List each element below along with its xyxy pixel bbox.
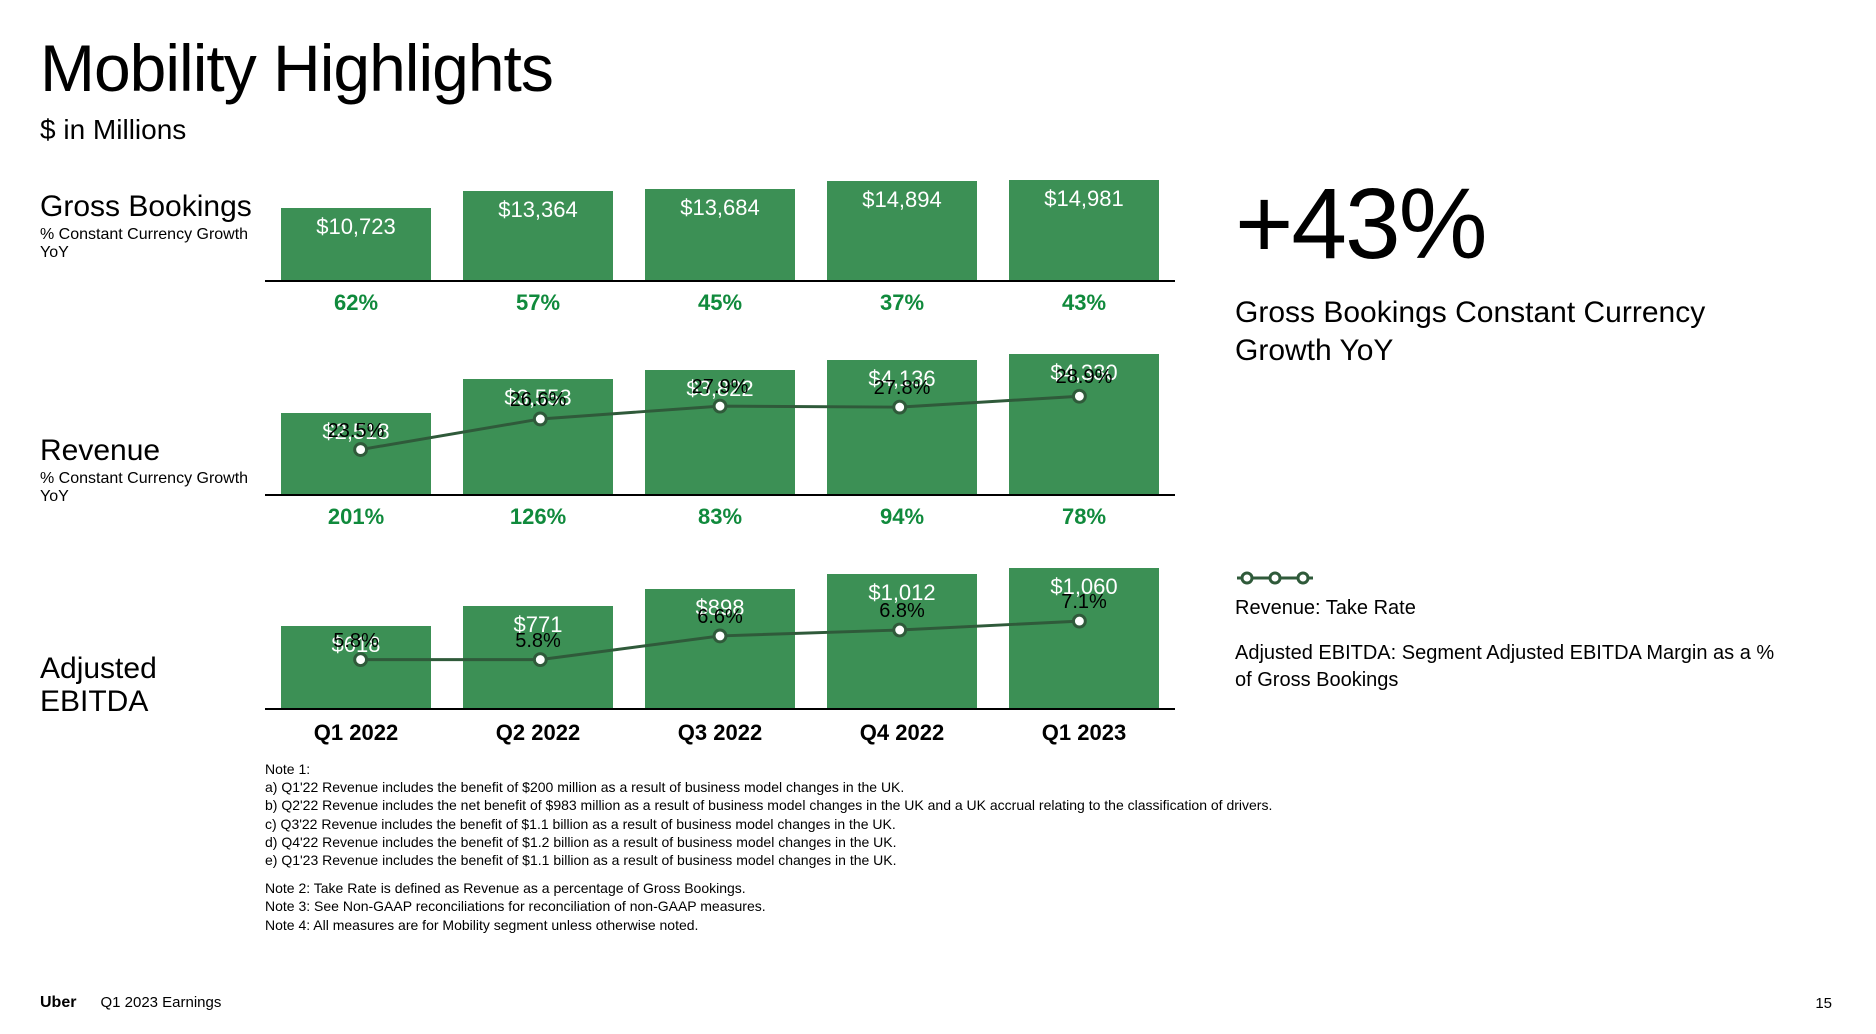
growth-value: 62% [265,290,447,316]
right-column: +43% Gross Bookings Constant Currency Gr… [1235,164,1795,746]
x-axis-label: Q1 2023 [993,720,1175,746]
x-axis-label: Q1 2022 [265,720,447,746]
footnotes: Note 1:a) Q1'22 Revenue includes the ben… [265,760,1365,934]
note-line: Note 3: See Non-GAAP reconciliations for… [265,897,1365,915]
footer-label: Q1 2023 Earnings [100,994,221,1011]
line-point-label: 27.8% [874,377,931,400]
bar: $10,723 [281,208,430,280]
legend: Revenue: Take Rate Adjusted EBITDA: Segm… [1235,569,1795,694]
panel-revenue: Revenue% Constant Currency Growth YoY$2,… [265,338,1175,530]
note-heading: Note 1: [265,760,1365,778]
chart-area: $2,518$3,553$3,822$4,136$4,33023.5%26.6%… [265,338,1175,496]
x-axis-label: Q4 2022 [811,720,993,746]
bar-slot: $14,981 [993,164,1175,280]
page-subtitle: $ in Millions [40,114,1836,146]
panel-label-revenue: Revenue% Constant Currency Growth YoY [40,434,255,507]
bar: $14,894 [827,181,976,280]
metric-name: Revenue [40,434,255,467]
growth-value: 57% [447,290,629,316]
line-point-label: 6.8% [879,600,925,623]
bar-slot: $13,684 [629,164,811,280]
metric-name: Adjusted EBITDA [40,652,255,718]
bar-slot: $1,060 [993,552,1175,708]
growth-value: 201% [265,504,447,530]
metric-subtitle: % Constant Currency Growth YoY [40,226,255,263]
headline-description: Gross Bookings Constant Currency Growth … [1235,294,1795,369]
bars-row: $2,518$3,553$3,822$4,136$4,330 [265,338,1175,494]
note-line: b) Q2'22 Revenue includes the net benefi… [265,796,1365,814]
bar-slot: $3,553 [447,338,629,494]
x-axis-label: Q3 2022 [629,720,811,746]
slide: Mobility Highlights $ in Millions Gross … [0,0,1876,1034]
line-point-label: 27.9% [692,376,749,399]
x-axis-label: Q2 2022 [447,720,629,746]
line-point-label: 5.8% [515,630,561,653]
content-row: Gross Bookings% Constant Currency Growth… [40,164,1836,746]
bar-slot: $13,364 [447,164,629,280]
bar: $14,981 [1009,180,1158,280]
panel-adjusted-ebitda: Adjusted EBITDA$618$771$898$1,012$1,0605… [265,552,1175,710]
x-axis-row: Q1 2022Q2 2022Q3 2022Q4 2022Q1 2023 [265,710,1175,746]
bar-slot: $898 [629,552,811,708]
panel-gross-bookings: Gross Bookings% Constant Currency Growth… [265,164,1175,316]
line-point-label: 23.5% [328,420,385,443]
note-line: c) Q3'22 Revenue includes the benefit of… [265,815,1365,833]
line-point-label: 28.9% [1056,366,1113,389]
legend-revenue-text: Revenue: Take Rate [1235,595,1795,622]
bar-slot: $4,136 [811,338,993,494]
legend-line-icon [1235,569,1315,587]
page-title: Mobility Highlights [40,30,1836,106]
bar-slot: $1,012 [811,552,993,708]
note-line: Note 4: All measures are for Mobility se… [265,916,1365,934]
metric-name: Gross Bookings [40,190,255,223]
growth-value: 126% [447,504,629,530]
growth-value: 83% [629,504,811,530]
bars-row: $618$771$898$1,012$1,060 [265,552,1175,708]
growth-row: 62%57%45%37%43% [265,282,1175,316]
line-point-label: 5.8% [333,630,379,653]
page-number: 15 [1815,995,1832,1012]
growth-value: 94% [811,504,993,530]
chart-area: $10,723 $13,364 $13,684 $14,894 $14,981 [265,164,1175,282]
bar-slot: $2,518 [265,338,447,494]
growth-value: 37% [811,290,993,316]
panel-label-gross-bookings: Gross Bookings% Constant Currency Growth… [40,190,255,263]
growth-value: 78% [993,504,1175,530]
legend-ebitda-text: Adjusted EBITDA: Segment Adjusted EBITDA… [1235,640,1795,694]
note-line: a) Q1'22 Revenue includes the benefit of… [265,778,1365,796]
bar: $13,364 [463,191,612,280]
legend-marker-row [1235,569,1795,587]
metric-subtitle: % Constant Currency Growth YoY [40,470,255,507]
bar: $13,684 [645,189,794,280]
line-point-label: 7.1% [1061,591,1107,614]
bar: $771 [463,606,612,708]
bar-slot: $14,894 [811,164,993,280]
headline-percent: +43% [1235,174,1795,274]
bar: $1,060 [1009,568,1158,708]
bar: $1,012 [827,574,976,708]
bar-slot: $3,822 [629,338,811,494]
bar-slot: $4,330 [993,338,1175,494]
footer-brand: Uber [40,994,76,1012]
note-group-2: Note 2: Take Rate is defined as Revenue … [265,879,1365,934]
note-line: d) Q4'22 Revenue includes the benefit of… [265,833,1365,851]
line-point-label: 6.6% [697,606,743,629]
footer: Uber Q1 2023 Earnings [40,994,221,1012]
chart-area: $618$771$898$1,012$1,0605.8% 5.8% 6.6% 6.8%… [265,552,1175,710]
line-point-label: 26.6% [510,389,567,412]
growth-value: 43% [993,290,1175,316]
bar-slot: $10,723 [265,164,447,280]
note-line: e) Q1'23 Revenue includes the benefit of… [265,851,1365,869]
growth-value: 45% [629,290,811,316]
panel-label-adjusted-ebitda: Adjusted EBITDA [40,652,255,718]
note-line: Note 2: Take Rate is defined as Revenue … [265,879,1365,897]
bars-row: $10,723 $13,364 $13,684 $14,894 $14,981 [265,164,1175,280]
growth-row: 201%126%83%94%78% [265,496,1175,530]
charts-column: Gross Bookings% Constant Currency Growth… [265,164,1175,746]
